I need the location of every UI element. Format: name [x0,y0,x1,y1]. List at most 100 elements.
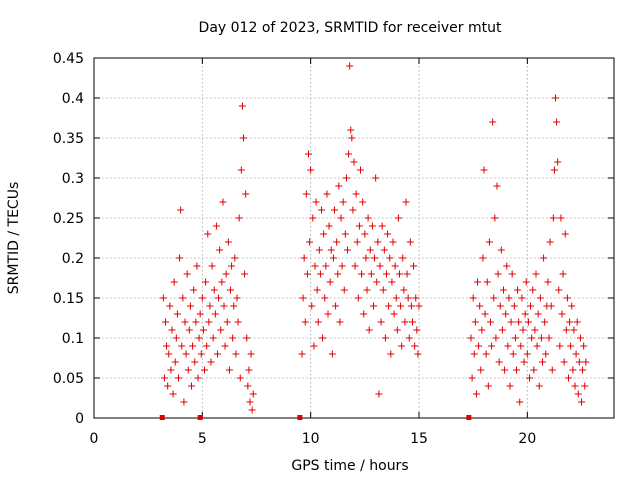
data-point [192,318,200,326]
data-point [202,278,210,286]
data-point [344,246,351,254]
data-point [573,318,581,326]
data-point [561,230,569,238]
data-point [508,270,516,278]
data-point [354,294,362,302]
data-point [234,318,242,326]
data-point [222,270,230,278]
data-point [477,366,485,374]
data-point [549,214,557,222]
x-tick-label: 0 [90,431,99,447]
data-point [386,254,394,262]
x-tick-label: 10 [302,431,320,447]
data-point [319,334,327,342]
data-point [205,318,213,326]
data-point [341,230,349,238]
data-point [371,254,379,262]
data-point [178,342,186,350]
data-point [186,302,194,310]
data-point [530,366,538,374]
data-point [159,294,167,302]
data-point [523,350,531,358]
data-point [176,254,184,262]
data-point [215,294,223,302]
y-tick-label: 0.15 [53,291,84,307]
data-point [509,350,517,358]
data-point [336,318,344,326]
y-tick-label: 0.1 [62,331,84,347]
data-point [326,278,334,286]
data-point [560,358,568,366]
data-point [203,342,211,350]
data-gap-marker [159,415,165,420]
data-point [410,262,418,270]
x-axis-label: GPS time / hours [291,458,408,474]
data-point [211,310,219,318]
data-point [227,286,234,294]
data-point [393,326,401,334]
data-point [496,302,504,310]
data-point [321,294,329,302]
data-point [582,358,590,366]
data-point [470,350,478,358]
data-point [241,270,249,278]
data-point [536,294,544,302]
data-point [398,342,406,350]
data-point [168,326,176,334]
data-point [216,246,224,254]
data-point [491,214,499,222]
data-point [181,318,189,326]
data-gap-markers [159,415,472,420]
data-point [478,326,486,334]
data-point [209,334,217,342]
data-point [351,262,359,270]
data-point [194,374,202,382]
data-point [537,334,545,342]
data-point [162,318,169,326]
data-point [217,326,225,334]
data-point [385,302,393,310]
data-point [308,302,316,310]
y-tick-label: 0.2 [62,251,84,267]
data-point [182,350,190,358]
data-point [346,62,354,70]
data-point [368,222,376,230]
data-point [556,342,564,350]
data-point [298,350,306,358]
data-point [357,166,364,174]
data-point [193,262,201,270]
data-point [571,382,579,390]
data-point [500,286,507,294]
data-point [302,190,310,198]
data-point [325,222,333,230]
data-point [534,310,542,318]
data-point [332,302,340,310]
data-point [173,310,181,318]
data-point [334,270,342,278]
data-point [402,198,410,206]
data-point [320,230,328,238]
data-point [404,294,412,302]
data-point [552,94,559,102]
data-point [198,294,206,302]
data-point [403,270,411,278]
data-point [548,366,556,374]
data-point [306,238,314,246]
data-point [231,254,239,262]
data-point [384,230,392,238]
data-point [361,230,369,238]
data-point [185,326,193,334]
data-point [180,398,188,406]
data-point [246,398,254,406]
data-point [506,382,514,390]
data-point [570,326,578,334]
y-tick-label: 0.35 [53,131,84,147]
data-point [338,262,346,270]
data-point [312,198,320,206]
data-point [350,158,358,166]
data-point [469,294,477,302]
data-point [244,382,252,390]
data-point [507,318,515,326]
data-point [172,334,180,342]
